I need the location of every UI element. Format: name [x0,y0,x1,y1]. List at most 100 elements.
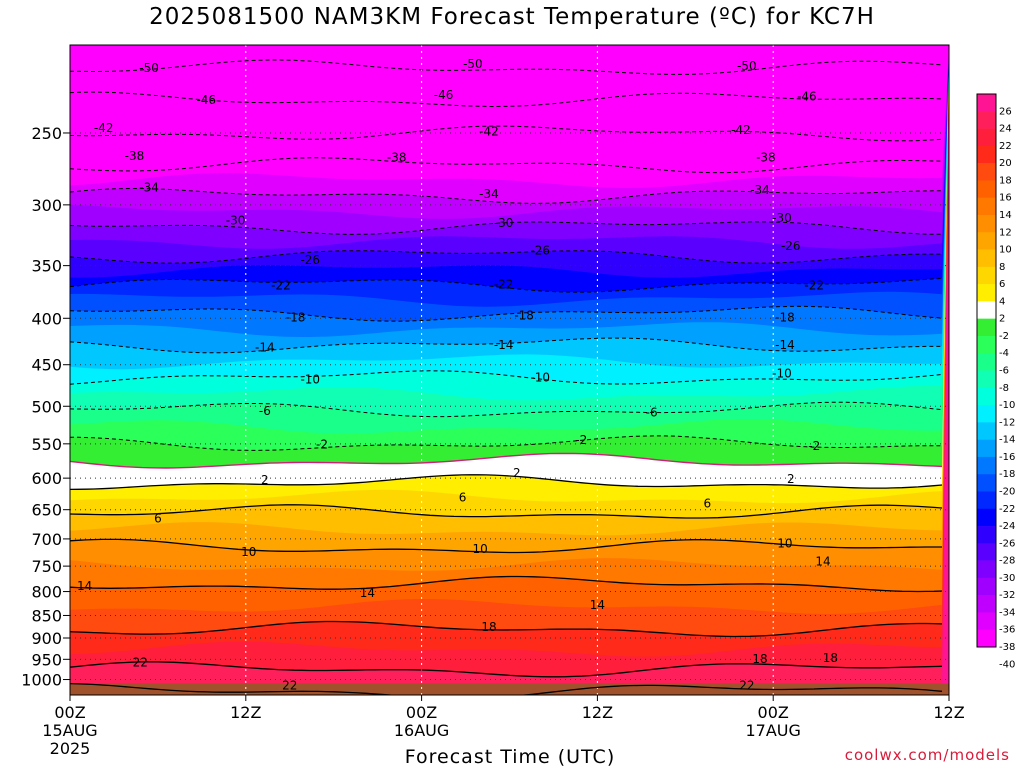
contour-label: -2 [808,439,820,453]
colorbar-label: -30 [999,573,1015,584]
colorbar-label: -40 [999,659,1015,670]
y-tick-label: 350 [31,257,62,276]
colorbar-swatch [977,526,996,544]
isotherm-contours [70,59,943,695]
contour-label: 14 [360,586,375,600]
colorbar-label: 16 [999,193,1012,204]
colorbar-swatch [977,353,996,371]
contour-label: 6 [154,512,162,526]
colorbar-swatch [977,422,996,440]
contour-label: 6 [703,497,711,511]
x-tick-label: 00Z [54,703,85,722]
contour-label: -18 [514,308,534,322]
colorbar-swatch [977,301,996,319]
colorbar-label: -4 [999,348,1009,359]
band-31 [70,45,949,188]
colorbar-swatch [977,163,996,181]
contour-label: -30 [494,216,514,230]
contour-label: -10 [530,371,550,385]
contour-label: -22 [271,278,291,292]
contour-label: 22 [282,678,297,692]
colorbar-swatch [977,335,996,354]
colorbar-swatch [977,629,996,648]
colorbar-swatch [977,577,996,596]
colorbar-label: 14 [999,210,1012,221]
colorbar-frame [976,93,997,648]
contour-label: 6 [459,490,467,504]
contour-label: -18 [775,310,795,324]
y-tick-label: 750 [31,557,62,576]
colorbar-label: 10 [999,245,1012,256]
contour-label: -6 [259,404,271,418]
colorbar-swatch [977,474,996,492]
y-tick-label: 250 [31,124,62,143]
contour-label: -10 [772,366,792,380]
colorbar-label: -2 [999,331,1009,342]
isotherm--38 [70,157,943,174]
contour-label: 14 [815,554,830,568]
colorbar-swatch [977,370,996,389]
contour-label: -14 [255,341,275,355]
y-tick-label: 400 [31,309,62,328]
contour-label: -2 [575,433,587,447]
colorbar-label: -26 [999,538,1015,549]
contour-label: 18 [752,652,767,666]
colorbar-swatch [977,145,996,164]
isotherm-22 [70,661,943,678]
contour-label: -26 [300,253,320,267]
colorbar-label: -34 [999,607,1015,618]
colorbar-label: -6 [999,366,1009,377]
contour-label: -14 [494,338,514,352]
x-tick-label: 00Z [406,703,437,722]
x-tick-label: 12Z [230,703,261,722]
contour-label: -50 [737,59,757,73]
contour-label: 10 [241,545,256,559]
colorbar-swatch [977,387,996,406]
isotherm--30 [70,221,942,235]
contour-label: -22 [804,278,824,292]
contour-label: 14 [77,579,92,593]
y-tick-label: 1000 [21,671,62,690]
contour-label: -34 [139,180,159,194]
y-tick-label: 450 [31,356,62,375]
contour-label: -2 [316,438,328,452]
temperature-bands [70,45,949,695]
x-tick-date: 17AUG [745,721,800,740]
colorbar-swatch [977,405,996,423]
isotherm-24 [70,682,943,695]
x-tick-label: 12Z [582,703,613,722]
colorbar-swatch [977,612,996,631]
contour-label: -14 [775,338,795,352]
colorbar-swatch [977,456,996,475]
colorbar-label: 20 [999,158,1012,169]
contour-label: -34 [750,183,770,197]
contour-label: -38 [125,149,145,163]
colorbar-label: -24 [999,521,1015,532]
plot-frame [69,44,950,696]
colorbar-label: -10 [999,400,1015,411]
x-axis-label: Forecast Time (UTC) [404,746,616,768]
x-tick-year: 2025 [50,739,91,758]
contour-label: -26 [781,239,801,253]
isotherm--22 [70,277,943,293]
isotherm-10 [70,538,942,554]
contour-label: 2 [261,473,269,487]
colorbar-label: -14 [999,435,1015,446]
contour-label: -46 [196,93,216,107]
contour-label: -50 [139,61,159,75]
y-tick-label: 900 [31,629,62,648]
isotherm--34 [70,188,943,204]
y-axis-ticks: 250 300 350 400 450 500 550 600 650 700 750 800 850 9… [21,124,70,690]
contour-label: -50 [463,57,483,71]
isotherm--26 [70,250,943,264]
credit-link[interactable]: coolwx.com/models [844,746,1010,764]
colorbar-swatch [977,284,996,302]
x-tick-label: 00Z [758,703,789,722]
contour-label: -34 [479,187,499,201]
y-tick-label: 600 [31,469,62,488]
contour-label: 10 [473,542,488,556]
colorbar-swatch [977,111,996,129]
colorbar-swatch [977,94,996,112]
colorbar-label: 4 [999,296,1005,307]
